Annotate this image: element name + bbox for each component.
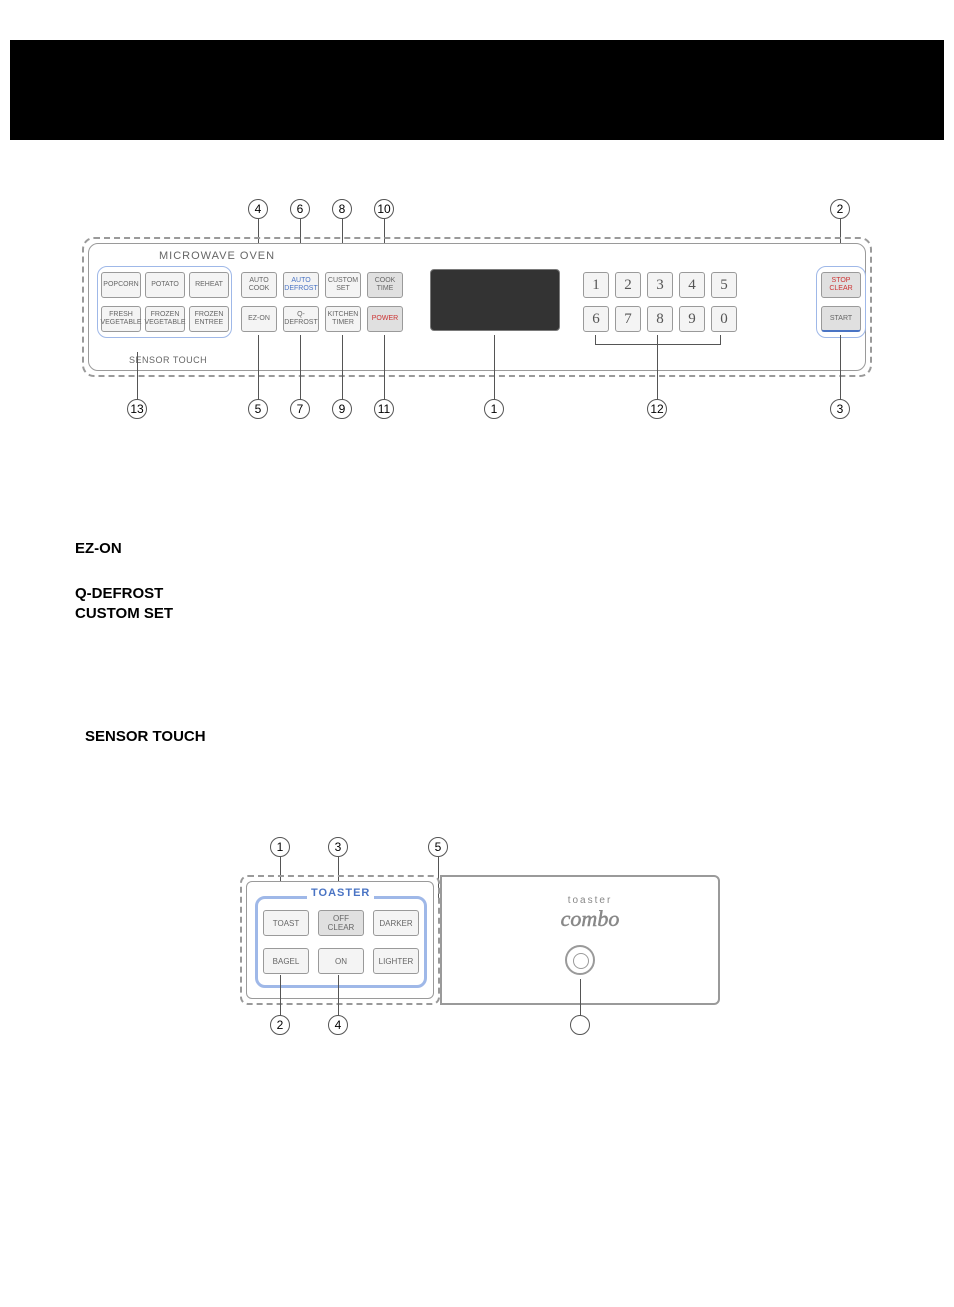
ez-on-button[interactable]: EZ-ON (241, 306, 277, 332)
power-button[interactable]: POWER (367, 306, 403, 332)
callout-2: 2 (830, 199, 850, 219)
digit-5-button[interactable]: 5 (711, 272, 737, 298)
callout-5: 5 (248, 399, 268, 419)
leader (494, 335, 495, 402)
feature-custom-set: CUSTOM SET (75, 605, 173, 622)
microwave-title: MICROWAVE OVEN (159, 250, 275, 262)
toaster-inner: TOASTER TOAST OFF CLEAR DARKER BAGEL ON … (246, 881, 434, 999)
leader (657, 335, 658, 402)
digit-6-button[interactable]: 6 (583, 306, 609, 332)
frozen-vegetable-button[interactable]: FROZEN VEGETABLE (145, 306, 185, 332)
digit-8-button[interactable]: 8 (647, 306, 673, 332)
toaster-callout-4: 4 (328, 1015, 348, 1035)
toast-button[interactable]: TOAST (263, 910, 309, 936)
leader (384, 335, 385, 402)
feature-ez-on: EZ-ON (75, 540, 122, 557)
toaster-knob[interactable] (565, 945, 595, 975)
display-screen (430, 269, 560, 331)
leader (300, 335, 301, 402)
q-defrost-button[interactable]: Q- DEFROST (283, 306, 319, 332)
leader (840, 335, 841, 402)
cook-time-button[interactable]: COOK TIME (367, 272, 403, 298)
digit-1-button[interactable]: 1 (583, 272, 609, 298)
toaster-panel: 1 3 5 TOASTER TOAST OFF CLEAR DARKER BAG… (240, 875, 720, 1005)
auto-cook-button[interactable]: AUTO COOK (241, 272, 277, 298)
header-band (10, 40, 944, 140)
callout-7: 7 (290, 399, 310, 419)
callout-4: 4 (248, 199, 268, 219)
callout-6: 6 (290, 199, 310, 219)
lighter-button[interactable]: LIGHTER (373, 948, 419, 974)
off-clear-button[interactable]: OFF CLEAR (318, 910, 364, 936)
reheat-button[interactable]: REHEAT (189, 272, 229, 298)
popcorn-button[interactable]: POPCORN (101, 272, 141, 298)
start-button[interactable]: START (821, 306, 861, 332)
callout-8: 8 (332, 199, 352, 219)
toaster-callout-3: 3 (328, 837, 348, 857)
feature-sensor-touch: SENSOR TOUCH (85, 728, 206, 745)
fresh-vegetable-button[interactable]: FRESH VEGETABLE (101, 306, 141, 332)
potato-button[interactable]: POTATO (145, 272, 185, 298)
toaster-callout-1: 1 (270, 837, 290, 857)
auto-defrost-button[interactable]: AUTO DEFROST (283, 272, 319, 298)
callout-13: 13 (127, 399, 147, 419)
toaster-knob-callout (570, 1015, 590, 1035)
kitchen-timer-button[interactable]: KITCHEN TIMER (325, 306, 361, 332)
digit-7-button[interactable]: 7 (615, 306, 641, 332)
toaster-title: TOASTER (307, 887, 374, 899)
feature-q-defrost: Q-DEFROST (75, 585, 163, 602)
on-button[interactable]: ON (318, 948, 364, 974)
leader (342, 335, 343, 402)
frozen-entree-button[interactable]: FROZEN ENTREE (189, 306, 229, 332)
microwave-inner: MICROWAVE OVEN SENSOR TOUCH POPCORN POTA… (88, 243, 866, 371)
bagel-button[interactable]: BAGEL (263, 948, 309, 974)
callout-3: 3 (830, 399, 850, 419)
stop-clear-button[interactable]: STOP CLEAR (821, 272, 861, 298)
toaster-callout-5: 5 (428, 837, 448, 857)
digit-9-button[interactable]: 9 (679, 306, 705, 332)
callout-10: 10 (374, 199, 394, 219)
leader (595, 344, 721, 345)
sensor-touch-label: SENSOR TOUCH (129, 355, 207, 365)
leader (137, 352, 138, 402)
toaster-logo-big: combo (490, 906, 690, 932)
toaster-logo: toaster combo (490, 895, 690, 932)
custom-set-button[interactable]: CUSTOM SET (325, 272, 361, 298)
digit-3-button[interactable]: 3 (647, 272, 673, 298)
microwave-panel: 4 6 8 10 2 MICROWAVE OVEN SENSOR TOUCH P… (82, 237, 872, 377)
toaster-callout-2: 2 (270, 1015, 290, 1035)
toaster-logo-small: toaster (490, 895, 690, 906)
digit-0-button[interactable]: 0 (711, 306, 737, 332)
leader (338, 975, 339, 1017)
digit-2-button[interactable]: 2 (615, 272, 641, 298)
leader (280, 975, 281, 1017)
callout-1: 1 (484, 399, 504, 419)
leader (580, 979, 581, 1017)
digit-4-button[interactable]: 4 (679, 272, 705, 298)
callout-9: 9 (332, 399, 352, 419)
callout-12: 12 (647, 399, 667, 419)
callout-11: 11 (374, 399, 394, 419)
darker-button[interactable]: DARKER (373, 910, 419, 936)
leader (258, 335, 259, 402)
